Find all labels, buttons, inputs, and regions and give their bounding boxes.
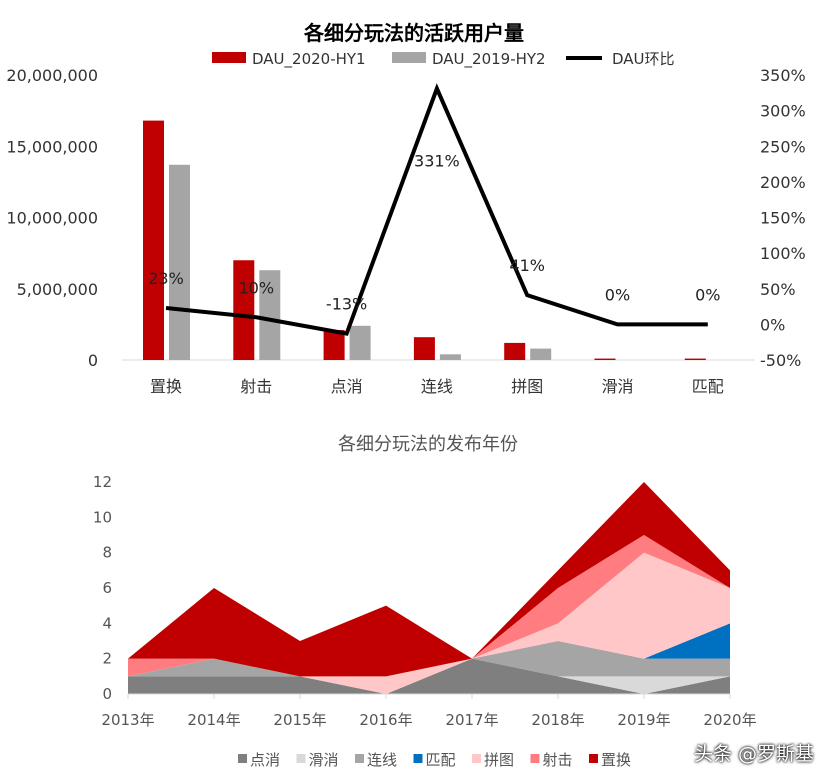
legend-label: 置换: [601, 751, 631, 769]
legend-swatch: [589, 754, 598, 763]
x-tick-label: 2020年: [703, 711, 756, 729]
bar-2020-hy1: [413, 337, 435, 360]
x-tick-label: 2016年: [359, 711, 412, 729]
legend-label: DAU_2020-HY1: [252, 50, 366, 69]
y-tick-label: 15,000,000: [6, 137, 98, 156]
legend-swatch: [413, 754, 423, 763]
y2-tick-label: 250%: [760, 137, 806, 156]
y2-tick-label: 100%: [760, 244, 806, 263]
data-label: 0%: [605, 285, 630, 304]
legend-swatch: [238, 754, 247, 763]
data-label: 10%: [239, 278, 275, 297]
y-tick-label: 10,000,000: [6, 209, 98, 228]
y-tick-label: 12: [93, 473, 112, 491]
data-label: 331%: [414, 152, 460, 171]
bar-2020-hy1: [323, 330, 345, 360]
legend-swatch: [530, 754, 540, 763]
x-tick-label: 拼图: [511, 377, 543, 396]
y2-tick-label: 50%: [760, 280, 796, 299]
y2-tick-label: 350%: [760, 66, 806, 85]
legend-label: 点消: [250, 751, 280, 769]
bar-2020-hy1: [684, 358, 706, 360]
bar-2020-hy1: [143, 120, 164, 360]
line-dau-qoq: [165, 83, 708, 336]
area-点消: [128, 658, 730, 694]
legend-label: 连线: [367, 751, 397, 769]
area-滑消: [128, 658, 730, 694]
legend-label: 匹配: [426, 751, 456, 769]
y2-tick-label: 300%: [760, 102, 806, 121]
y-tick-label: 2: [102, 650, 112, 668]
area-拼图: [128, 552, 730, 694]
data-label: 0%: [695, 285, 720, 304]
y2-tick-label: 150%: [760, 209, 806, 228]
legend-label: 射击: [543, 751, 573, 769]
y2-tick-label: -50%: [760, 351, 801, 370]
data-label: -13%: [326, 295, 367, 314]
x-tick-label: 滑消: [601, 377, 633, 396]
y2-tick-label: 0%: [760, 315, 785, 334]
x-tick-label: 2019年: [617, 711, 670, 729]
bar-2020-hy1: [594, 358, 616, 360]
area-连线: [128, 641, 730, 694]
x-tick-label: 连线: [421, 377, 453, 396]
x-tick-label: 2017年: [445, 711, 498, 729]
legend-label: 滑消: [309, 751, 339, 769]
bar-2019-hy2: [259, 270, 281, 360]
legend-swatch: [212, 52, 246, 63]
y2-tick-label: 200%: [760, 173, 806, 192]
x-tick-label: 2014年: [187, 711, 240, 729]
legend-label: DAU_2019-HY2: [432, 50, 546, 69]
y-tick-label: 20,000,000: [6, 66, 98, 85]
y-tick-label: 8: [102, 544, 112, 562]
x-tick-label: 匹配: [692, 377, 724, 396]
y-tick-label: 0: [102, 685, 112, 703]
x-tick-label: 射击: [240, 377, 272, 396]
x-tick-label: 2018年: [531, 711, 584, 729]
data-label: 41%: [509, 256, 545, 275]
x-tick-label: 2015年: [273, 711, 326, 729]
x-tick-label: 置换: [150, 377, 182, 396]
area-射击: [128, 535, 730, 677]
legend-swatch: [472, 754, 481, 763]
y-tick-label: 6: [102, 579, 112, 597]
bar-2019-hy2: [349, 325, 371, 360]
bar-2019-hy2: [169, 164, 190, 360]
y-tick-label: 10: [93, 508, 112, 526]
chart-title: 各细分玩法的发布年份: [338, 434, 518, 455]
area-置换: [128, 482, 730, 677]
data-label: 23%: [148, 269, 184, 288]
bar-2020-hy1: [504, 342, 526, 360]
legend-swatch: [392, 52, 426, 63]
legend-label: DAU环比: [612, 50, 675, 68]
legend-swatch: [355, 754, 364, 763]
bar-2019-hy2: [530, 348, 552, 360]
legend-swatch: [296, 754, 306, 763]
x-tick-label: 点消: [331, 377, 363, 396]
bar-2020-hy1: [233, 260, 255, 360]
x-tick-label: 2013年: [101, 711, 154, 729]
watermark: 头条 @罗斯基: [693, 743, 814, 765]
y-tick-label: 4: [102, 614, 112, 632]
legend-label: 拼图: [484, 751, 514, 769]
chart-title: 各细分玩法的活跃用户量: [303, 21, 524, 45]
y-tick-label: 5,000,000: [17, 280, 98, 299]
y-tick-label: 0: [88, 351, 98, 370]
bar-2019-hy2: [439, 354, 461, 360]
